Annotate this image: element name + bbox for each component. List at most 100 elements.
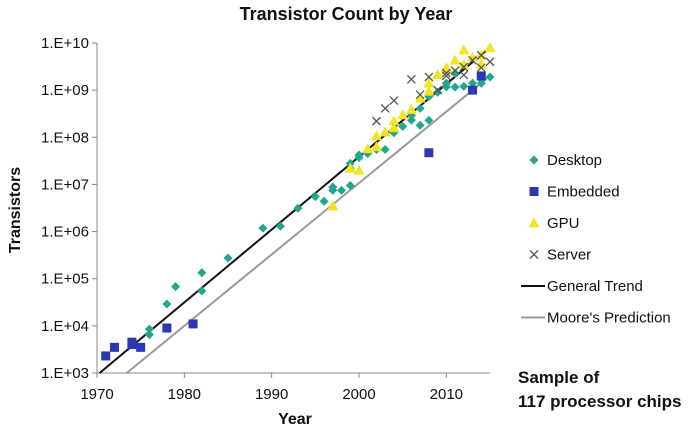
legend-server-marker-stroke [529, 250, 539, 259]
server-point-stroke [415, 90, 425, 100]
desktop-point [275, 221, 285, 231]
desktop-point [468, 78, 478, 88]
legend-desktop-marker [529, 155, 539, 165]
gpu-point [327, 200, 339, 211]
server-point [476, 50, 486, 60]
desktop-point [223, 253, 233, 263]
gpu-point [344, 162, 356, 173]
desktop-point [293, 203, 303, 213]
gpu-point [423, 77, 435, 88]
desktop-point [337, 185, 347, 195]
server-point [424, 72, 434, 82]
x-tick-label: 1990 [255, 386, 288, 403]
server-point [406, 74, 416, 84]
desktop-point [197, 268, 207, 278]
desktop-point [345, 180, 355, 190]
desktop-point [415, 120, 425, 130]
server-point-stroke [441, 68, 451, 78]
desktop-point [171, 282, 181, 292]
gpu-point [475, 58, 487, 69]
server-point-stroke [485, 57, 495, 67]
legend-embedded-label: Embedded [547, 184, 620, 201]
server-point [459, 70, 469, 80]
server-point-stroke [372, 116, 381, 126]
server-point [441, 71, 451, 81]
embedded-point [476, 71, 486, 81]
server-point [459, 62, 469, 72]
sample-note-line-1: Sample of [518, 368, 600, 387]
server-point [433, 85, 443, 95]
gpu-point [370, 141, 382, 152]
server-point [468, 55, 477, 65]
desktop-point [424, 115, 434, 125]
embedded-point [101, 351, 111, 361]
embedded-point [127, 340, 137, 350]
server-point-stroke [459, 70, 469, 80]
desktop-point [450, 68, 460, 78]
legend-server-marker [529, 250, 539, 259]
gpu-point [405, 103, 417, 114]
x-tick-label: 2000 [342, 386, 375, 403]
chart-title: Transistor Count by Year [240, 4, 453, 24]
server-point-stroke [476, 50, 486, 60]
server-point [450, 66, 460, 76]
gpu-point [458, 58, 470, 69]
desktop-point [433, 87, 443, 97]
desktop-point [162, 299, 172, 309]
server-point [485, 57, 495, 67]
y-tick-label: 1.E+04 [41, 318, 89, 335]
desktop-point [441, 78, 451, 88]
gpu-point [467, 51, 479, 62]
legend-general-trend-label: General Trend [547, 278, 643, 295]
legend-desktop-label: Desktop [547, 152, 602, 169]
desktop-point [485, 72, 495, 82]
gpu-point [353, 164, 365, 175]
x-tick-label: 1980 [168, 386, 201, 403]
desktop-point [144, 330, 154, 340]
desktop-point [144, 324, 154, 334]
gpu-point [458, 44, 470, 55]
server-point [389, 96, 399, 106]
server-point-stroke [389, 96, 399, 106]
desktop-point [459, 81, 469, 91]
server-point [380, 103, 390, 113]
embedded-point [109, 342, 119, 352]
x-tick-label: 1970 [80, 386, 113, 403]
desktop-point [258, 223, 268, 233]
gpu-point [423, 85, 435, 96]
sample-note-line-2: 117 processor chips [518, 392, 681, 411]
server-point-stroke [433, 85, 443, 95]
y-tick-label: 1.E+03 [41, 365, 89, 382]
server-point [372, 116, 381, 126]
gpu-point [484, 42, 496, 52]
embedded-point [136, 342, 146, 352]
desktop-point [310, 192, 320, 202]
server-point-stroke [424, 72, 434, 82]
server-point [415, 90, 425, 100]
gpu-point [397, 109, 409, 120]
legend: Desktop Embedded GPU Server General Trend Moo… [521, 152, 671, 327]
x-axis-title: Year [278, 411, 312, 428]
legend-moore-s-prediction-label: Moore's Prediction [547, 310, 671, 327]
y-axis-title: Transistors [7, 167, 24, 253]
legend-gpu-label: GPU [547, 215, 580, 232]
desktop-point [197, 286, 207, 296]
server-point-stroke [450, 66, 460, 76]
y-tick-label: 1.E+10 [41, 35, 89, 52]
server-point [476, 63, 486, 73]
server-point-stroke [476, 63, 486, 73]
gpu-point [414, 92, 426, 103]
embedded-point [424, 148, 434, 158]
server-point-stroke [380, 103, 390, 113]
gpu-point [388, 122, 400, 133]
server-point-stroke [441, 71, 451, 81]
server-point-stroke [406, 74, 416, 84]
plot-area: 1.E+03 1.E+04 1.E+05 1.E+06 1.E+07 1.E+08 1.E+… [41, 35, 496, 403]
desktop-point [406, 115, 416, 125]
desktop-point [415, 103, 425, 113]
y-tick-label: 1.E+07 [41, 176, 89, 193]
x-tick-label: 2010 [430, 386, 463, 403]
gpu-point [362, 143, 374, 154]
